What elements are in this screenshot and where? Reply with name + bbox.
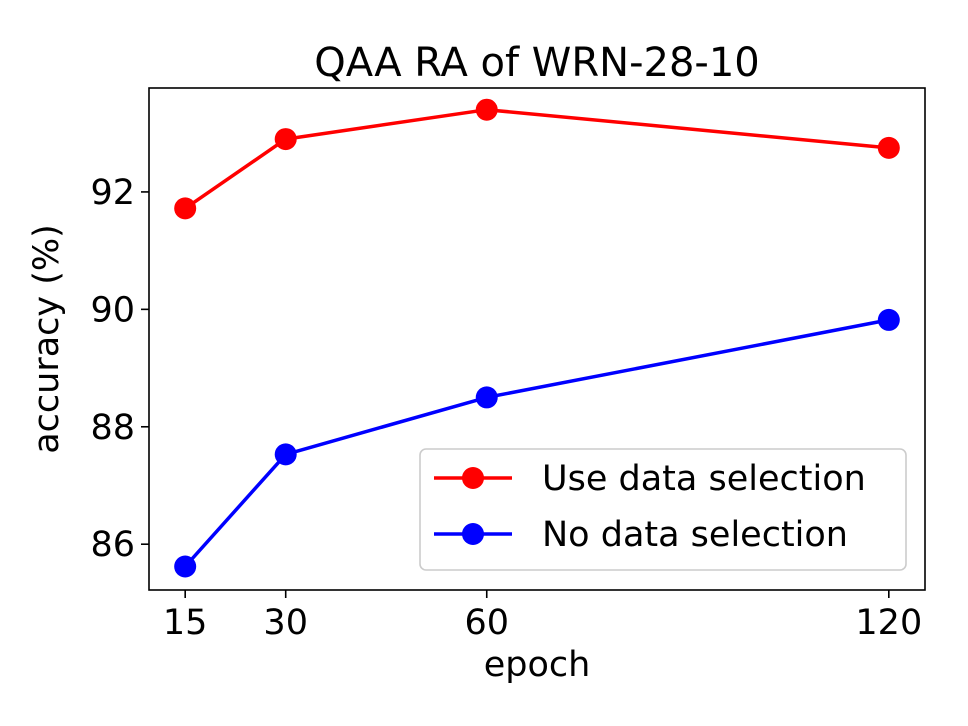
legend: Use data selection No data selection xyxy=(419,448,907,571)
legend-item: No data selection xyxy=(434,515,848,555)
y-tick-label: 88 xyxy=(90,408,135,448)
x-tick-label: 120 xyxy=(855,603,922,643)
data-point xyxy=(274,128,297,151)
plot-frame xyxy=(148,87,926,591)
data-point xyxy=(174,197,197,220)
legend-label: Use data selection xyxy=(542,459,866,499)
legend-marker xyxy=(462,523,484,545)
x-tick-label: 60 xyxy=(464,603,509,643)
x-axis-label: epoch xyxy=(484,645,591,685)
chart-title: QAA RA of WRN-28-10 xyxy=(314,40,760,86)
y-tick-label: 92 xyxy=(90,173,135,213)
x-tick-label: 30 xyxy=(263,603,308,643)
series-2 xyxy=(174,308,900,578)
data-point xyxy=(274,443,297,466)
series-line xyxy=(183,107,891,211)
legend-marker xyxy=(462,467,484,489)
legend-item: Use data selection xyxy=(434,459,866,499)
legend-items: Use data selection No data selection xyxy=(434,459,866,555)
legend-box xyxy=(419,448,907,571)
data-point xyxy=(475,386,498,409)
data-point xyxy=(877,308,900,331)
data-point xyxy=(174,555,197,578)
legend-label: No data selection xyxy=(542,515,848,555)
y-tick-label: 86 xyxy=(90,525,135,565)
series-layer xyxy=(174,98,900,578)
data-point xyxy=(877,136,900,159)
series-1 xyxy=(174,98,900,220)
y-tick-label: 90 xyxy=(90,290,135,330)
data-point xyxy=(475,98,498,121)
y-axis-label: accuracy (%) xyxy=(27,224,67,454)
x-axis: 15 30 60 120 xyxy=(163,590,922,643)
y-axis: 86 88 90 92 xyxy=(90,173,149,565)
series-line xyxy=(183,318,891,569)
x-tick-label: 15 xyxy=(163,603,208,643)
